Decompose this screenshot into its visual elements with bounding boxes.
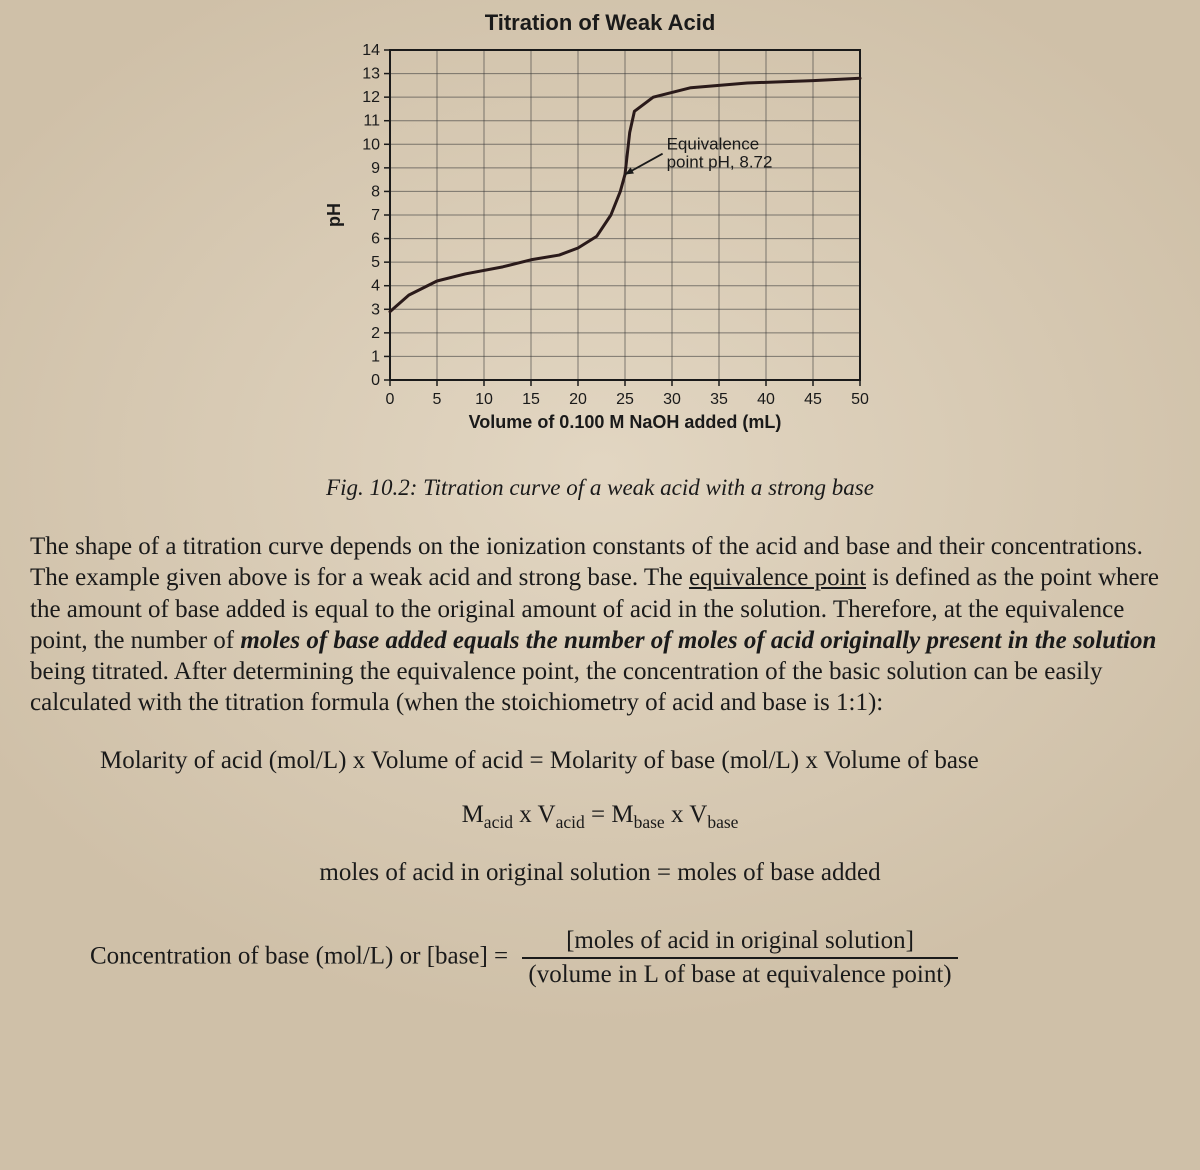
- chart-block: Titration of Weak Acid 05101520253035404…: [320, 10, 880, 445]
- svg-text:10: 10: [475, 391, 493, 408]
- eq2-sa2: acid: [556, 812, 585, 832]
- para-seg-moles: moles of base added equals the number of…: [240, 627, 1156, 654]
- eq4-fraction: [moles of acid in original solution] (vo…: [522, 927, 957, 989]
- eq2-x2: x: [665, 801, 690, 828]
- svg-text:6: 6: [371, 231, 380, 248]
- eq2-Va: V: [538, 801, 556, 828]
- equation-4: Concentration of base (mol/L) or [base] …: [20, 927, 1180, 989]
- equation-2: Macid x Vacid = Mbase x Vbase: [20, 801, 1180, 833]
- svg-text:30: 30: [663, 391, 681, 408]
- svg-text:9: 9: [371, 160, 380, 177]
- svg-text:1: 1: [371, 348, 380, 365]
- svg-text:50: 50: [851, 391, 869, 408]
- svg-text:13: 13: [362, 66, 380, 83]
- svg-text:4: 4: [371, 278, 380, 295]
- svg-text:Volume of 0.100 M NaOH added (: Volume of 0.100 M NaOH added (mL): [469, 412, 782, 432]
- eq2-x1: x: [513, 801, 538, 828]
- svg-text:3: 3: [371, 301, 380, 318]
- svg-text:0: 0: [371, 372, 380, 389]
- svg-text:35: 35: [710, 391, 728, 408]
- svg-text:15: 15: [522, 391, 540, 408]
- eq2-sa: acid: [484, 812, 513, 832]
- chart-title: Titration of Weak Acid: [320, 10, 880, 36]
- svg-text:5: 5: [371, 254, 380, 271]
- para-seg-equivalence: equivalence point: [689, 564, 866, 591]
- svg-text:point pH, 8.72: point pH, 8.72: [667, 153, 773, 172]
- eq4-numerator: [moles of acid in original solution]: [522, 927, 957, 959]
- svg-text:2: 2: [371, 325, 380, 342]
- eq2-sb: base: [634, 812, 665, 832]
- svg-text:25: 25: [616, 391, 634, 408]
- page: Titration of Weak Acid 05101520253035404…: [0, 0, 1200, 1170]
- titration-chart: 0510152025303540455001234567891011121314…: [320, 40, 880, 440]
- eq2-Mb: M: [611, 801, 633, 828]
- svg-text:12: 12: [362, 89, 380, 106]
- eq2-Ma: M: [462, 801, 484, 828]
- eq2-eq: =: [585, 801, 612, 828]
- svg-text:10: 10: [362, 136, 380, 153]
- svg-text:Equivalence: Equivalence: [667, 135, 760, 154]
- svg-text:14: 14: [362, 42, 380, 59]
- svg-text:pH: pH: [324, 203, 344, 227]
- svg-text:40: 40: [757, 391, 775, 408]
- svg-text:0: 0: [386, 391, 395, 408]
- svg-text:20: 20: [569, 391, 587, 408]
- eq2-Vb: V: [689, 801, 707, 828]
- eq2-sb2: base: [707, 812, 738, 832]
- equation-3: moles of acid in original solution = mol…: [20, 859, 1180, 887]
- equation-1: Molarity of acid (mol/L) x Volume of aci…: [20, 747, 1180, 775]
- eq4-left: Concentration of base (mol/L) or [base] …: [90, 942, 514, 969]
- svg-text:7: 7: [371, 207, 380, 224]
- svg-text:8: 8: [371, 183, 380, 200]
- svg-text:11: 11: [363, 113, 380, 130]
- body-paragraph: The shape of a titration curve depends o…: [30, 531, 1170, 719]
- figure-caption: Fig. 10.2: Titration curve of a weak aci…: [20, 475, 1180, 501]
- eq4-denominator: (volume in L of base at equivalence poin…: [522, 959, 957, 989]
- svg-text:45: 45: [804, 391, 822, 408]
- svg-text:5: 5: [433, 391, 442, 408]
- para-seg-5: being titrated. After determining the eq…: [30, 658, 1103, 716]
